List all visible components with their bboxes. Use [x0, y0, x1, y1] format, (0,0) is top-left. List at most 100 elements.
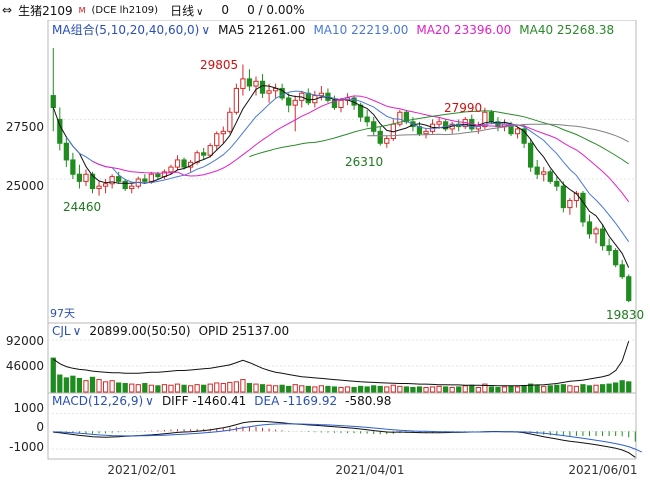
volume-bar	[528, 383, 534, 393]
candle-body	[201, 152, 207, 156]
price-tick-27500: 27500	[6, 120, 44, 134]
volume-bar	[109, 380, 115, 393]
menu-icon[interactable]: ⇔	[2, 3, 13, 17]
volume-bar	[181, 384, 187, 393]
header-bar: ⇔ 生猪2109 M (DCE lh2109) 日线 ∨ 0 0 / 0.00%	[0, 0, 650, 20]
cjl-select[interactable]: CJL ∨	[52, 324, 81, 338]
chevron-down-icon: ∨	[201, 22, 211, 37]
volume-bar	[586, 385, 593, 393]
candle-body	[547, 171, 553, 182]
candle-body	[148, 173, 154, 182]
candle-body	[377, 130, 383, 144]
days-label: 97天	[50, 307, 75, 320]
macd-tick-neg1000: -1000	[9, 440, 44, 454]
volume-bar	[456, 386, 462, 393]
volume-bar	[514, 386, 521, 393]
candle-body	[76, 173, 83, 182]
candle-body	[397, 111, 403, 125]
exchange-code: (DCE lh2109)	[91, 4, 159, 16]
volume-bar	[403, 386, 410, 393]
change-percent: 0 / 0.00%	[247, 3, 305, 17]
volume-bar	[462, 385, 468, 393]
macd-lines	[53, 420, 643, 458]
candle-body	[436, 121, 442, 125]
volume-bar	[135, 384, 141, 393]
candle-body	[227, 111, 233, 132]
diff-value: DIFF -1460.41	[161, 394, 247, 408]
volume-bar	[148, 384, 154, 393]
candle-body	[567, 199, 573, 209]
candle-body	[423, 130, 429, 135]
volume-bar	[155, 385, 161, 393]
volume-bar	[429, 386, 436, 393]
candle-body	[482, 111, 488, 128]
candle-body	[364, 116, 370, 123]
candle-body	[619, 264, 625, 278]
candle-body	[580, 192, 586, 223]
macd-indicator-row: MACD(12,26,9) ∨ DIFF -1460.41 DEA -1169.9…	[52, 394, 391, 408]
candle-body	[129, 185, 135, 190]
candle-body	[155, 173, 161, 178]
candle-body	[116, 176, 122, 182]
ma40-line	[249, 110, 629, 165]
candle-body	[89, 173, 96, 190]
ma-group-select[interactable]: MA组合(5,10,20,40,60,0) ∨	[52, 21, 210, 38]
candle-body	[168, 166, 174, 173]
candle-body	[96, 185, 102, 190]
opid-line-path	[53, 340, 630, 387]
volume-bar	[357, 385, 364, 393]
candle-body	[102, 183, 109, 187]
candle-body	[371, 121, 377, 132]
volume-bar	[475, 386, 481, 393]
volume-bar	[227, 381, 233, 393]
volume-bar	[187, 385, 194, 393]
volume-bar	[390, 384, 396, 393]
candle-body	[593, 228, 599, 235]
volume-bar	[371, 385, 377, 393]
volume-bar	[377, 385, 383, 393]
macd-select[interactable]: MACD(12,26,9) ∨	[52, 394, 154, 408]
volume-bar	[286, 385, 292, 393]
candle-body	[528, 142, 534, 168]
volume-bar	[547, 385, 553, 393]
volume-bar	[168, 384, 174, 393]
candle-body	[174, 159, 181, 168]
ma60-line	[367, 123, 629, 143]
volume-bar	[580, 384, 586, 393]
candle-body	[541, 171, 547, 175]
chevron-down-icon: ∨	[145, 394, 154, 408]
candle-body	[560, 185, 566, 209]
volume-bar	[338, 386, 344, 393]
candle-body	[586, 221, 593, 235]
volume-indicator-row: CJL ∨ 20899.00(50:50) OPID 25137.00	[52, 324, 289, 338]
candle-body	[220, 130, 226, 135]
volume-bar	[443, 386, 449, 393]
ma40-value: MA40 25268.38	[519, 22, 615, 37]
volume-bar	[384, 386, 390, 393]
volume-bar	[397, 385, 403, 393]
volume-bar	[626, 381, 632, 393]
vol-tick-46000: 46000	[6, 359, 44, 373]
date-jun: 2021/06/01	[568, 463, 637, 477]
candle-body	[70, 159, 76, 175]
price-label-low2: 26310	[345, 155, 383, 169]
candle-body	[488, 111, 495, 123]
contract-name: 生猪2109	[18, 3, 73, 18]
candle-body	[514, 128, 521, 135]
candle-body	[246, 78, 253, 87]
candle-body	[357, 104, 364, 118]
volume-bar	[266, 384, 272, 393]
ma5-value: MA5 21261.00	[218, 22, 306, 37]
volume-bar	[508, 385, 514, 393]
volume-bar	[299, 385, 305, 393]
candle-body	[57, 118, 63, 144]
macd-tick-1000: 1000	[13, 401, 44, 415]
period-select[interactable]: 日线 ∨	[170, 2, 203, 19]
candle-body	[50, 95, 56, 109]
volume-bar	[606, 383, 612, 393]
date-feb: 2021/02/01	[107, 463, 176, 477]
volume-bar	[122, 383, 128, 393]
volume-bar	[573, 385, 580, 393]
volume-bar	[246, 383, 253, 393]
